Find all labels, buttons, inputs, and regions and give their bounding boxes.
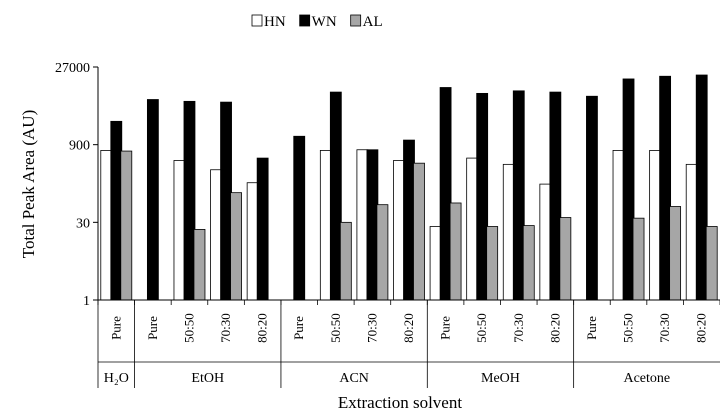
bar-al — [120, 150, 133, 301]
legend-item-hn: HN — [251, 14, 286, 30]
bar-al — [632, 217, 645, 301]
bar-hn — [649, 150, 662, 301]
bar-hn — [429, 226, 442, 301]
bar-al — [230, 192, 242, 301]
bar-hn — [246, 182, 259, 301]
bar-al — [705, 226, 718, 301]
bar-al — [522, 225, 535, 301]
legend-swatch — [350, 14, 362, 27]
bar-al — [193, 229, 206, 301]
bar-hn — [356, 149, 369, 301]
group-label: MeOH — [481, 371, 520, 386]
bar-hn — [173, 160, 186, 301]
x-category-label: 70:30 — [511, 313, 526, 343]
x-category-label: 70:30 — [364, 313, 379, 343]
bar-wn — [622, 78, 635, 301]
x-category-label: 50:50 — [621, 313, 636, 343]
x-category-label: Pure — [438, 316, 453, 340]
bar-wn — [476, 92, 489, 301]
bar-wn — [293, 135, 306, 301]
bar-al — [486, 226, 499, 301]
bar-hn — [685, 163, 698, 301]
bar-wn — [220, 101, 232, 301]
bar-al — [669, 206, 682, 301]
bar-wn — [659, 75, 672, 301]
x-axis: Pure Pure 50:50 70:30 80:20 Pure 50:50 70:30 80:… — [97, 299, 720, 388]
group-label: Acetone — [623, 371, 670, 386]
x-category-label: 80:20 — [255, 313, 270, 343]
y-tick-label: 30 — [76, 216, 90, 231]
legend-swatch — [299, 14, 311, 27]
legend-item-wn: WN — [299, 14, 337, 30]
bar-wn — [146, 99, 159, 301]
bars — [100, 74, 718, 301]
bar-al — [559, 217, 572, 301]
legend: HN WN AL — [251, 14, 383, 30]
legend-label: HN — [264, 14, 286, 30]
bar-wn — [549, 91, 562, 301]
legend-swatch — [251, 14, 263, 27]
bar-hn — [100, 150, 113, 301]
bar-wn — [329, 91, 342, 301]
bar-hn — [319, 150, 332, 301]
group-label: EtOH — [191, 371, 224, 386]
x-category-label: 50:50 — [474, 313, 489, 343]
x-category-label: 80:20 — [694, 313, 709, 343]
bar-wn — [695, 74, 708, 301]
bar-hn — [539, 183, 552, 301]
bar-wn — [183, 100, 196, 301]
group-label: ACN — [339, 371, 369, 386]
x-category-label: 50:50 — [328, 313, 343, 343]
y-axis-label: Total Peak Area (AU) — [19, 110, 38, 258]
legend-item-al: AL — [350, 14, 383, 30]
x-category-label: 80:20 — [547, 313, 562, 343]
x-category-label: 50:50 — [181, 313, 196, 343]
x-category-label: Pure — [145, 316, 160, 340]
y-tick-label: 900 — [69, 139, 90, 154]
x-category-label: Pure — [108, 316, 123, 340]
x-category-label: Pure — [584, 316, 599, 340]
bar-hn — [502, 163, 515, 301]
bar-al — [376, 204, 389, 301]
bar-hn — [612, 150, 625, 301]
bar-wn — [366, 149, 379, 301]
group-label: H₂O — [104, 371, 129, 386]
y-tick-label: 27000 — [55, 61, 90, 76]
bar-al — [413, 162, 425, 301]
x-category-label: Pure — [291, 316, 306, 340]
bar-al — [449, 202, 462, 301]
legend-label: AL — [363, 14, 383, 30]
bar-hn — [393, 160, 405, 301]
y-axis: 1 30 900 27000 — [55, 61, 99, 309]
y-tick-label: 1 — [83, 294, 90, 309]
x-category-label: 70:30 — [657, 313, 672, 343]
bar-wn — [512, 90, 525, 301]
bar-wn — [110, 120, 123, 301]
x-axis-label: Extraction solvent — [338, 393, 462, 412]
bar-hn — [466, 157, 479, 301]
bar-wn — [586, 95, 598, 301]
legend-label: WN — [312, 14, 337, 30]
bar-wn — [256, 157, 269, 301]
bar-al — [339, 221, 352, 301]
bar-wn — [403, 139, 415, 301]
x-category-label: 80:20 — [401, 313, 416, 343]
bar-hn — [210, 169, 222, 301]
bar-wn — [439, 87, 452, 301]
x-category-label: 70:30 — [218, 313, 233, 343]
